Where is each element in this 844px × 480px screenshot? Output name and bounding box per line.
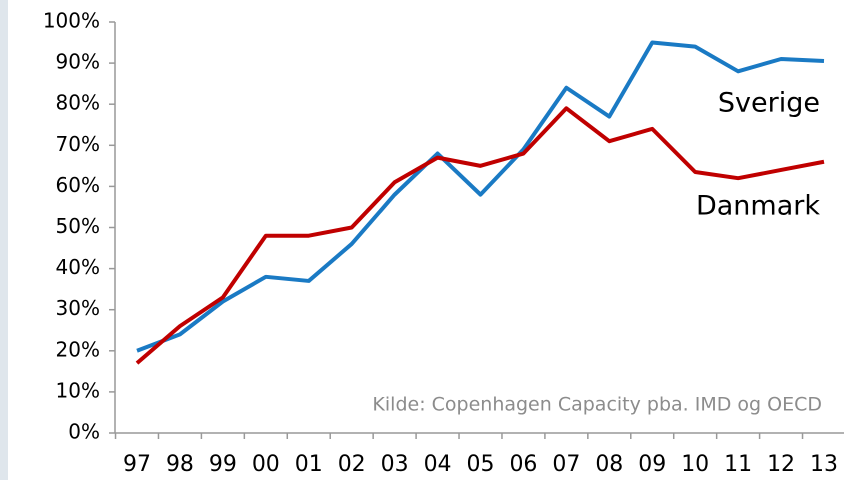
x-tick-label: 03 [381, 452, 409, 477]
y-tick-label: 10% [56, 378, 100, 402]
x-tick-label: 07 [552, 452, 580, 477]
series-line [136, 40, 825, 353]
y-tick-label: 50% [56, 214, 100, 238]
x-tick-label: 08 [595, 452, 623, 477]
x-tick-label: 98 [166, 452, 194, 477]
series-label: Sverige [718, 88, 820, 119]
x-tick-label: 05 [467, 452, 495, 477]
y-tick-label: 100% [43, 9, 100, 33]
y-tick-label: 30% [56, 296, 100, 320]
source-note: Kilde: Copenhagen Capacity pba. IMD og O… [372, 394, 822, 416]
y-tick-label: 80% [56, 91, 100, 115]
x-tick-label: 97 [123, 452, 151, 477]
y-tick-label: 40% [56, 255, 100, 279]
side-strip [0, 0, 8, 480]
y-tick-label: 90% [56, 50, 100, 74]
x-tick-label: 02 [338, 452, 366, 477]
x-tick-label: 00 [252, 452, 280, 477]
y-tick-label: 60% [56, 173, 100, 197]
series-line [135, 106, 825, 365]
series-label: Danmark [696, 191, 820, 222]
x-tick-label: 04 [424, 452, 452, 477]
y-tick-label: 0% [68, 420, 100, 444]
y-tick-label: 70% [56, 132, 100, 156]
x-tick-label: 12 [767, 452, 795, 477]
x-tick-label: 11 [724, 452, 752, 477]
x-tick-label: 13 [810, 452, 838, 477]
x-tick-label: 99 [209, 452, 237, 477]
x-tick-label: 06 [509, 452, 537, 477]
x-tick-label: 10 [681, 452, 709, 477]
x-tick-label: 09 [638, 452, 666, 477]
x-tick-label: 01 [295, 452, 323, 477]
y-tick-label: 20% [56, 337, 100, 361]
